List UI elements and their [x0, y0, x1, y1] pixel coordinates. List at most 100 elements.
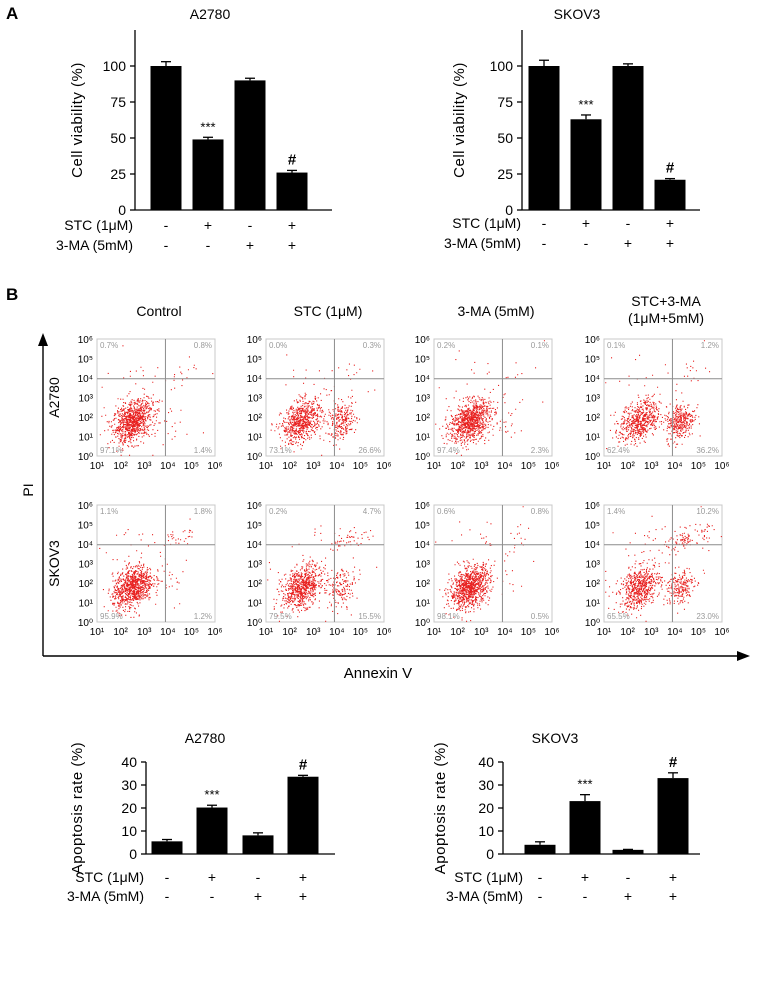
fc-ytick-label: 10³ — [416, 560, 431, 571]
fc-xtick-label: 10⁵ — [184, 627, 199, 638]
fc-ytick-label: 10⁰ — [247, 452, 262, 463]
fc-ytick-label: 10⁰ — [585, 452, 600, 463]
fc-pct-lower-right: 0.5% — [531, 612, 549, 621]
fc-xtick-label: 10² — [113, 627, 128, 638]
viability-a2780-3ma-sign: + — [288, 237, 296, 253]
fc-ytick-label: 10⁰ — [247, 618, 262, 629]
viability-skov3-ytick-label: 100 — [490, 58, 514, 74]
viability-skov3-significance: *** — [578, 97, 593, 112]
fc-xtick-label: 10² — [282, 461, 297, 472]
apoptosis-a2780-stc-sign: - — [165, 869, 170, 885]
fc-ytick-label: 10⁵ — [585, 521, 600, 532]
fc-plot: 1.1% 1.8%95.9% 1.2%10⁰10¹10²10³10⁴10⁵10⁶10… — [78, 501, 223, 638]
apoptosis-a2780-bar — [287, 776, 319, 854]
fc-ytick-label: 10⁶ — [585, 335, 600, 346]
fc-ytick-label: 10⁰ — [78, 452, 93, 463]
fc-pct-lower-right: 15.5% — [358, 612, 381, 621]
pi-label: PI — [20, 483, 36, 496]
fc-ytick-label: 10² — [586, 579, 601, 590]
fc-xtick-label: 10⁴ — [497, 627, 512, 638]
fc-pct-lower-left: 97.4% — [437, 446, 460, 455]
fc-ytick-label: 10¹ — [416, 599, 431, 610]
fc-plot-frame — [96, 338, 216, 457]
fc-xtick-label: 10⁵ — [691, 627, 706, 638]
viability-skov3-3ma-sign: - — [584, 235, 589, 251]
apoptosis-skov3-ytick-label: 10 — [478, 823, 494, 839]
fc-plot-frame — [433, 504, 553, 623]
viability-skov3-ytick-label: 0 — [505, 202, 513, 218]
fc-xtick-label: 10⁵ — [353, 627, 368, 638]
viability-a2780-ytick-label: 75 — [110, 94, 126, 110]
viability-a2780-3ma-sign: + — [246, 237, 254, 253]
fc-ytick-label: 10³ — [586, 394, 601, 405]
fc-row-label: SKOV3 — [46, 540, 62, 587]
fc-ytick-label: 10⁰ — [78, 618, 93, 629]
fc-events — [605, 340, 711, 450]
fc-xtick-label: 10⁴ — [160, 461, 175, 472]
fc-ytick-label: 10¹ — [586, 599, 601, 610]
viability-skov3-significance: # — [666, 160, 675, 177]
fc-ytick-label: 10⁶ — [247, 335, 262, 346]
viability-skov3-stc-sign: - — [542, 215, 547, 231]
fc-pct-upper-right: 1.8% — [194, 507, 212, 516]
fc-plot: 0.7% 0.8%97.1% 1.4%10⁰10¹10²10³10⁴10⁵10⁶10… — [78, 335, 223, 472]
fc-xtick-label: 10⁶ — [207, 627, 222, 638]
viability-a2780: 0 25 50 75 100 Cell viability (%) A2780 *** # STC… — [56, 6, 332, 253]
fc-pct-lower-left: 73.1% — [269, 446, 292, 455]
fc-pct-lower-left: 62.4% — [607, 446, 630, 455]
fc-xtick-label: 10¹ — [259, 461, 274, 472]
fc-xtick-label: 10² — [113, 461, 128, 472]
fc-pct-upper-right: 0.8% — [194, 341, 212, 350]
fc-xtick-label: 10⁶ — [376, 627, 391, 638]
fc-pct-upper-left: 0.1% — [607, 341, 625, 350]
annexin-axis-arrow — [737, 651, 750, 661]
apoptosis-a2780-ytick-label: 20 — [121, 800, 137, 816]
apoptosis-a2780-stc-label: STC (1μM) — [75, 869, 144, 885]
fc-ytick-label: 10⁴ — [247, 374, 262, 385]
fc-plot: 1.4% 10.2%65.5% 23.0%10⁰10¹10²10³10⁴10⁵10⁶… — [585, 501, 730, 638]
fc-xtick-label: 10⁴ — [667, 461, 682, 472]
apoptosis-skov3-3ma-sign: + — [624, 888, 632, 904]
fc-events — [435, 506, 535, 622]
fc-ytick-label: 10⁵ — [415, 521, 430, 532]
fc-xtick-label: 10² — [282, 627, 297, 638]
fc-ytick-label: 10⁵ — [247, 521, 262, 532]
viability-skov3-ytick-label: 75 — [497, 94, 513, 110]
fc-pct-lower-right: 1.2% — [194, 612, 212, 621]
apoptosis-skov3-stc-label: STC (1μM) — [454, 869, 523, 885]
fc-ytick-label: 10⁵ — [247, 355, 262, 366]
fc-ytick-label: 10¹ — [248, 599, 263, 610]
viability-skov3-bar — [654, 179, 686, 210]
fc-pct-upper-left: 0.2% — [437, 341, 455, 350]
fc-xtick-label: 10¹ — [427, 461, 442, 472]
fc-ytick-label: 10³ — [248, 560, 263, 571]
fc-ytick-label: 10² — [416, 579, 431, 590]
fc-pct-upper-left: 0.2% — [269, 507, 287, 516]
fc-column-title: STC+3-MA — [631, 293, 701, 309]
fc-ytick-label: 10⁶ — [78, 335, 93, 346]
viability-skov3-bar — [528, 66, 560, 210]
fc-xtick-label: 10⁶ — [544, 461, 559, 472]
fc-ytick-label: 10⁶ — [247, 501, 262, 512]
fc-ytick-label: 10³ — [416, 394, 431, 405]
fc-ytick-label: 10³ — [586, 560, 601, 571]
fc-xtick-label: 10⁴ — [667, 627, 682, 638]
fc-xtick-label: 10⁵ — [521, 461, 536, 472]
apoptosis-skov3-ytick-label: 40 — [478, 754, 494, 770]
fc-ytick-label: 10⁴ — [78, 374, 93, 385]
viability-skov3-stc-sign: - — [626, 215, 631, 231]
apoptosis-skov3-ytick-label: 0 — [486, 846, 494, 862]
apoptosis-a2780: 0 10 20 30 40 Apoptosis rate (%) A2780 *** # STC … — [67, 730, 335, 904]
viability-skov3-3ma-sign: + — [666, 235, 674, 251]
fc-ytick-label: 10³ — [248, 394, 263, 405]
fc-pct-lower-left: 97.1% — [100, 446, 123, 455]
viability-a2780-stc-sign: + — [288, 217, 296, 233]
fc-ytick-label: 10⁴ — [78, 540, 93, 551]
annexin-label: Annexin V — [344, 665, 412, 682]
fc-ytick-label: 10² — [79, 579, 94, 590]
fc-ytick-label: 10⁵ — [585, 355, 600, 366]
apoptosis-skov3-3ma-label: 3-MA (5mM) — [446, 888, 523, 904]
fc-ytick-label: 10⁰ — [585, 618, 600, 629]
apoptosis-skov3-bar — [612, 849, 644, 854]
fc-pct-upper-left: 1.1% — [100, 507, 118, 516]
